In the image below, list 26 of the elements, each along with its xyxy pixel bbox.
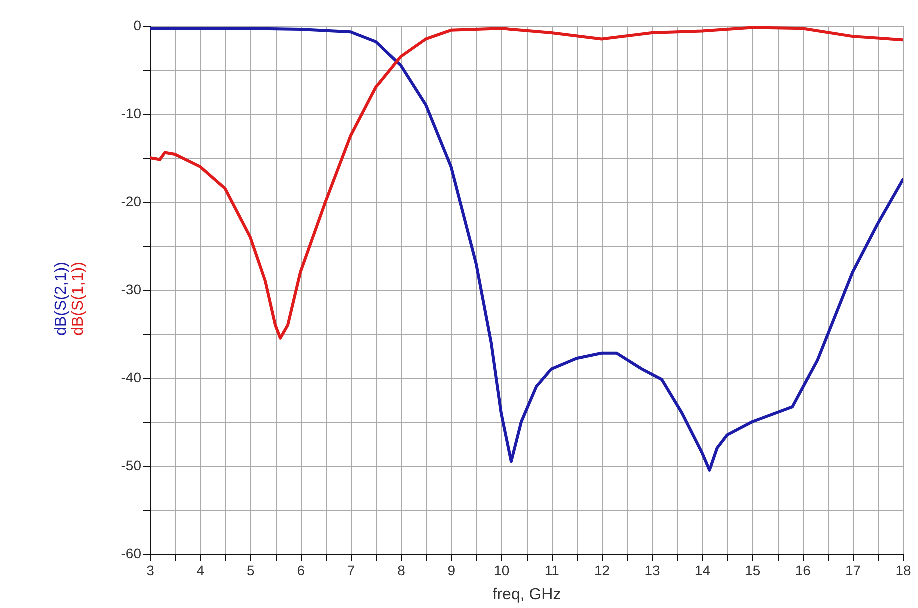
x-tick-label: 18	[896, 562, 912, 578]
x-tick-label: 8	[398, 562, 406, 578]
x-tick-label: 12	[594, 562, 610, 578]
y-tick-label: 0	[134, 18, 142, 34]
x-tick-label: 5	[247, 562, 255, 578]
x-tick-label: 7	[347, 562, 356, 578]
x-axis-title: freq, GHz	[492, 586, 562, 604]
y-tick-label: -40	[121, 370, 142, 386]
x-tick-label: 15	[745, 562, 761, 578]
y-tick-label: -30	[121, 282, 142, 298]
x-tick-label: 10	[494, 562, 510, 578]
x-tick-label: 3	[146, 562, 155, 578]
text: dB(S(1,1))	[70, 262, 87, 336]
y-tick-label: -50	[121, 458, 142, 474]
x-tick-label: 17	[846, 562, 862, 578]
x-tick-label: 4	[196, 562, 205, 578]
x-tick-label: 14	[694, 562, 711, 578]
y-tick-label: -10	[121, 106, 142, 122]
x-tick-label: 11	[544, 562, 560, 578]
x-tick-label: 6	[297, 562, 306, 578]
x-tick-label: 9	[448, 562, 456, 578]
text: dB(S(2,1))	[53, 262, 70, 336]
x-tick-label: 16	[795, 562, 812, 578]
y-tick-label: -20	[121, 194, 142, 210]
x-tick-label: 13	[644, 562, 660, 578]
y-tick-label: -60	[121, 546, 142, 562]
